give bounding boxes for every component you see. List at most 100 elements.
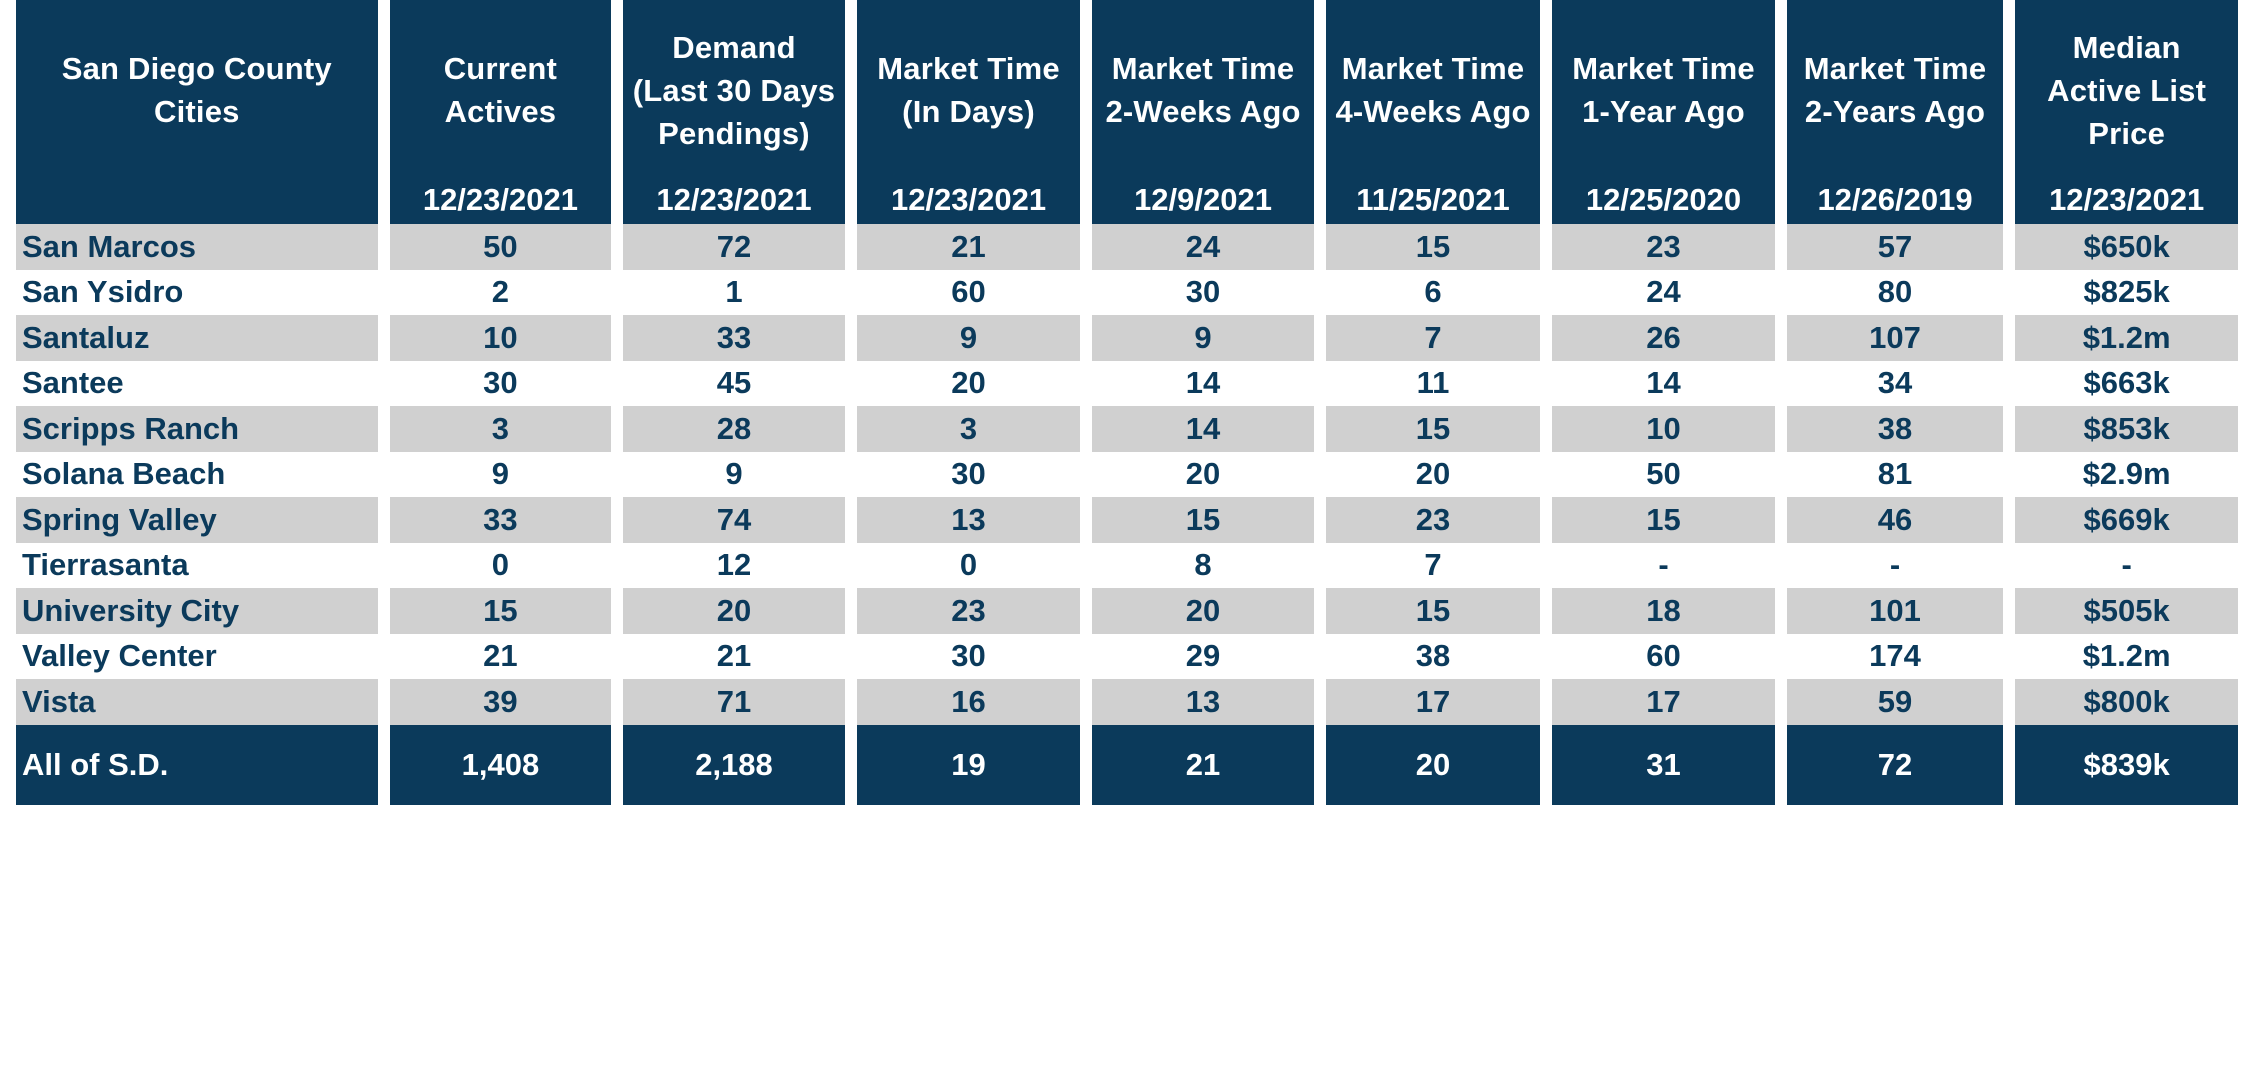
column-header-line: (In Days) bbox=[902, 94, 1035, 129]
column-header-8: Median Active List Price 12/23/2021 bbox=[2015, 0, 2238, 224]
data-cell: 11 bbox=[1416, 365, 1450, 401]
data-cell: - bbox=[2121, 547, 2132, 583]
data-cell: 30 bbox=[1185, 274, 1221, 310]
column-header-title: Median Active List Price bbox=[2015, 0, 2238, 180]
column-header-6: Market Time 1-Year Ago 12/25/2020 bbox=[1552, 0, 1775, 224]
data-cell: 14 bbox=[1646, 365, 1681, 401]
table-row: San Ysidro 2 1 60 30 6 24 80 $825k bbox=[16, 270, 2238, 316]
column-header-line: Market Time bbox=[1111, 51, 1295, 86]
data-cell: 17 bbox=[1552, 679, 1775, 725]
market-stats-table: San Diego County Cities Current Actives 12/2… bbox=[4, 0, 2250, 805]
data-cell: 50 bbox=[389, 224, 612, 270]
data-cell: 33 bbox=[623, 315, 845, 361]
data-cell: 60 bbox=[951, 274, 986, 310]
column-header-7: Market Time 2-Years Ago 12/26/2019 bbox=[1786, 0, 2004, 224]
total-cell: 20 bbox=[1325, 724, 1541, 805]
table-row: Spring Valley 33 74 13 15 23 15 46 $669k bbox=[16, 497, 2238, 543]
city-name-cell: Santaluz bbox=[16, 315, 378, 361]
column-header-date: 12/9/2021 bbox=[1134, 182, 1272, 217]
data-cell: 17 bbox=[1325, 679, 1541, 725]
data-cell: 23 bbox=[1325, 497, 1541, 543]
data-cell: 20 bbox=[1415, 456, 1451, 492]
column-header-date: 12/23/2021 bbox=[890, 182, 1047, 217]
table-row: Tierrasanta 0 12 0 8 7 - - - bbox=[16, 543, 2238, 589]
data-cell: 10 bbox=[389, 315, 612, 361]
data-cell: 14 bbox=[1092, 406, 1314, 452]
data-cell: 2 bbox=[491, 274, 510, 310]
column-header-0: San Diego County Cities bbox=[16, 0, 378, 224]
column-header-line: Pendings) bbox=[658, 115, 810, 151]
total-cell: $839k bbox=[2015, 724, 2238, 805]
data-cell: $853k bbox=[2015, 406, 2238, 452]
city-name-cell: Valley Center bbox=[22, 638, 217, 674]
data-cell: 72 bbox=[623, 224, 845, 270]
city-name-cell: San Ysidro bbox=[22, 274, 184, 310]
data-cell: 21 bbox=[716, 638, 752, 674]
data-cell: 8 bbox=[1194, 547, 1212, 583]
table-row: University City 15 20 23 20 15 18 101 $505k bbox=[16, 588, 2238, 634]
column-header-title: San Diego County Cities bbox=[16, 0, 378, 180]
column-header-line: Market Time bbox=[1572, 51, 1755, 86]
data-cell: 34 bbox=[1877, 365, 1913, 401]
data-cell: $1.2m bbox=[2015, 315, 2238, 361]
data-cell: 12 bbox=[716, 547, 752, 583]
data-cell: 10 bbox=[1552, 406, 1775, 452]
data-cell: 20 bbox=[623, 588, 845, 634]
data-cell: 30 bbox=[951, 638, 986, 674]
data-cell: 0 bbox=[491, 547, 510, 583]
total-row: All of S.D. 1,408 2,188 19 21 20 31 72 $839k bbox=[16, 724, 2238, 805]
data-cell: 20 bbox=[1185, 456, 1221, 492]
city-name-cell: University City bbox=[16, 588, 378, 634]
data-cell: 18 bbox=[1552, 588, 1775, 634]
data-cell: $800k bbox=[2015, 679, 2238, 725]
data-cell: 26 bbox=[1552, 315, 1775, 361]
column-header-title: Market Time 1-Year Ago bbox=[1552, 0, 1774, 180]
data-cell: 80 bbox=[1877, 274, 1913, 310]
data-cell: 46 bbox=[1786, 497, 2004, 543]
total-cell: 19 bbox=[856, 724, 1081, 805]
column-header-date: 12/23/2021 bbox=[422, 182, 578, 217]
column-header-title: Market Time 2-Years Ago bbox=[1787, 0, 2004, 180]
column-header-line: Actives bbox=[444, 94, 557, 129]
data-cell: 174 bbox=[1869, 638, 1921, 674]
data-cell: 23 bbox=[1552, 224, 1775, 270]
table-row: Scripps Ranch 3 28 3 14 15 10 38 $853k bbox=[16, 406, 2238, 452]
column-header-date: 12/23/2021 bbox=[2049, 182, 2205, 217]
city-name-cell: Santee bbox=[22, 365, 124, 401]
table-row: Solana Beach 9 9 30 20 20 50 81 $2.9m bbox=[16, 452, 2238, 498]
data-cell: 7 bbox=[1424, 547, 1442, 583]
column-header-line: Current bbox=[443, 51, 558, 86]
data-cell: 16 bbox=[856, 679, 1081, 725]
column-header-line: Market Time bbox=[1341, 51, 1525, 86]
data-cell: 28 bbox=[623, 406, 845, 452]
total-cell: 1,408 bbox=[389, 724, 612, 805]
data-cell: 15 bbox=[1325, 224, 1541, 270]
data-cell: 101 bbox=[1786, 588, 2004, 634]
column-header-line: 2-Years Ago bbox=[1804, 94, 1986, 129]
city-name-cell: Solana Beach bbox=[22, 456, 226, 492]
column-header-line: (Last 30 Days bbox=[632, 72, 836, 108]
column-header-3: Market Time (In Days) 12/23/2021 bbox=[856, 0, 1081, 224]
data-cell: 39 bbox=[389, 679, 612, 725]
data-cell: 81 bbox=[1877, 456, 1913, 492]
data-cell: 20 bbox=[951, 365, 986, 401]
column-header-title: Market Time (In Days) bbox=[857, 0, 1080, 180]
column-header-line: Active List bbox=[2047, 72, 2207, 108]
data-cell: - bbox=[1658, 547, 1669, 583]
column-header-line: Price bbox=[2088, 115, 2166, 151]
data-cell: 13 bbox=[1092, 679, 1314, 725]
column-header-line: Market Time bbox=[1803, 51, 1987, 86]
column-header-title: Market Time 2-Weeks Ago bbox=[1092, 0, 1313, 180]
data-cell: 7 bbox=[1325, 315, 1541, 361]
data-cell: $669k bbox=[2015, 497, 2238, 543]
data-cell: 107 bbox=[1786, 315, 2004, 361]
column-header-line: Demand bbox=[672, 29, 796, 65]
data-cell: 6 bbox=[1424, 274, 1442, 310]
data-cell: 9 bbox=[491, 456, 510, 492]
column-header-title: Market Time 4-Weeks Ago bbox=[1326, 0, 1541, 180]
data-cell: 38 bbox=[1786, 406, 2004, 452]
data-cell: $663k bbox=[2083, 365, 2170, 401]
column-header-line: San Diego County bbox=[61, 51, 332, 86]
column-header-date: 12/23/2021 bbox=[656, 182, 812, 217]
column-header-line: 2-Weeks Ago bbox=[1105, 94, 1301, 129]
